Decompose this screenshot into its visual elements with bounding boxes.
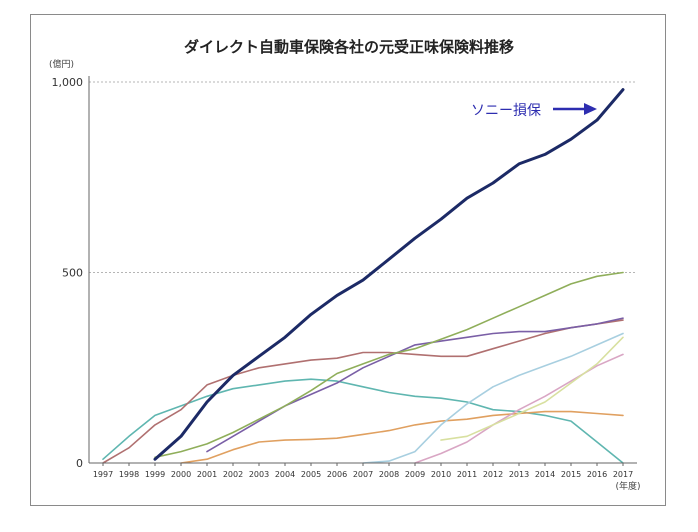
series-line-2 — [102, 319, 624, 464]
x-tick-label-7: 2004 — [275, 470, 295, 479]
chart-svg: ダイレクト自動車保険各社の元受正味保険料推移 (億円) (年度) ソニー損保 0… — [49, 38, 641, 492]
x-tick-label-1: 1998 — [119, 470, 139, 479]
sony-annotation-arrow — [553, 103, 597, 115]
y-unit-label: (億円) — [49, 58, 74, 70]
x-tick-label-13: 2010 — [431, 470, 451, 479]
x-unit-label: (年度) — [615, 480, 640, 492]
y-tick-label-2: 1,000 — [52, 76, 84, 89]
grid-layer — [89, 81, 637, 273]
x-tick-label-0: 1997 — [93, 470, 113, 479]
x-tick-label-2: 1999 — [145, 470, 165, 479]
series-line-0 — [153, 88, 625, 461]
x-tick-label-5: 2002 — [223, 470, 243, 479]
x-tick-label-17: 2014 — [535, 470, 555, 479]
y-tick-label-1: 500 — [62, 267, 83, 280]
x-tick-label-12: 2009 — [405, 470, 425, 479]
x-tick-label-3: 2000 — [171, 470, 191, 479]
y-tick-label-0: 0 — [76, 457, 83, 470]
x-tick-label-6: 2003 — [249, 470, 269, 479]
series-line-1 — [102, 378, 624, 464]
x-tick-label-20: 2017 — [613, 470, 633, 479]
x-tick-label-9: 2006 — [327, 470, 347, 479]
series-line-5 — [180, 410, 624, 464]
chart-title: ダイレクト自動車保険各社の元受正味保険料推移 — [184, 38, 514, 56]
x-tick-label-16: 2013 — [509, 470, 529, 479]
series-layer — [102, 88, 625, 464]
x-tick-label-4: 2001 — [197, 470, 217, 479]
axis-layer: 0 500 1,000 1997 1998 1999 2000 2001 2002 2003 200… — [52, 76, 637, 479]
x-tick-label-14: 2011 — [457, 470, 477, 479]
series-line-7 — [414, 353, 624, 464]
x-tick-label-15: 2012 — [483, 470, 503, 479]
x-tick-label-19: 2016 — [587, 470, 607, 479]
sony-annotation-label: ソニー損保 — [471, 103, 541, 119]
x-tick-label-18: 2015 — [561, 470, 581, 479]
series-line-4 — [154, 271, 624, 459]
series-line-8 — [440, 336, 624, 441]
x-tick-label-10: 2007 — [353, 470, 373, 479]
series-line-6 — [362, 332, 624, 464]
x-tick-label-11: 2008 — [379, 470, 399, 479]
chart-frame: ダイレクト自動車保険各社の元受正味保険料推移 (億円) (年度) ソニー損保 0… — [30, 14, 666, 506]
x-tick-label-8: 2005 — [301, 470, 321, 479]
series-line-3 — [206, 317, 624, 453]
